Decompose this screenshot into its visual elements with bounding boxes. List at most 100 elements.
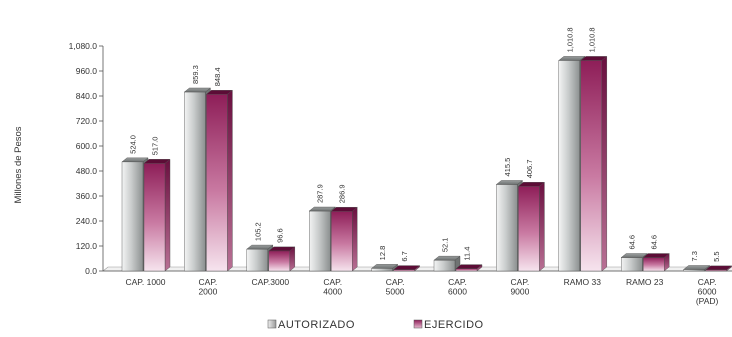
bar-ejercido [455,268,478,272]
category-label-line: RAMO 33 [564,277,602,287]
data-label-ejercido: 6.7 [400,251,409,261]
legend-label-ejercido: EJERCIDO [424,319,484,331]
category-label-line: CAP. [511,277,530,287]
category-label-line: 6000 [698,287,717,297]
bar-top-ejercido [393,265,421,270]
bar-top-autorizado [183,87,211,93]
legend-label-autorizado: AUTORIZADO [278,319,355,331]
category-label: CAP. 1000 [125,277,165,287]
category-label-line: CAP. 1000 [125,277,165,287]
category-label: CAP. 6000 [448,277,467,297]
data-label-ejercido: 11.4 [463,247,472,261]
category-label-line: CAP. [323,277,342,287]
category-label-line: (PAD) [696,296,719,306]
category-label-line: 2000 [198,287,217,297]
bar-top-ejercido [268,246,296,252]
bar-ejercido [518,186,540,272]
bar-autorizado [371,268,393,272]
data-label-ejercido: 286.9 [338,184,347,203]
bar-ejercido [393,269,415,272]
legend-swatch-autorizado [267,319,277,329]
bar-top-autorizado [308,206,336,212]
category-label: CAP. 9000 [510,277,529,297]
data-label-ejercido: 517.0 [151,137,160,156]
data-label-autorizado: 12.8 [378,246,387,261]
data-label-ejercido: 96.6 [275,228,284,243]
bar-ejercido [331,211,353,272]
bar-side-ejercido [352,206,358,272]
category-label-line: CAP. [386,277,405,287]
y-tick-label: 840.0 [76,91,98,101]
bar-top-autorizado [246,244,274,250]
data-label-autorizado: 52.1 [441,238,450,253]
bar-top-ejercido [330,207,358,212]
bar-autorizado [558,60,580,272]
category-label-line: CAP.3000 [251,277,289,287]
category-label-line: RAMO 23 [626,277,664,287]
bar-ejercido [643,257,665,272]
bar-ejercido [206,94,228,272]
data-label-autorizado: 415.5 [503,158,512,177]
data-labels: 524.0 517.0 859.3 848.4 105.2 96.6 287.9 286.9 1… [129,27,722,261]
data-label-autorizado: 7.3 [690,251,699,261]
y-axis: 0.0 120.0 240.0 360.0 480.0 600.0 720.0 840.0 96… [69,41,104,276]
bar-top-ejercido [143,159,171,164]
bar-top-autorizado [558,56,586,61]
bar-autorizado [184,91,206,272]
y-tick-label: 120.0 [76,241,98,251]
data-label-ejercido: 5.5 [712,251,721,261]
data-label-ejercido: 406.7 [525,159,534,178]
category-label-line: 4000 [323,287,342,297]
bar-ejercido [143,163,166,272]
bar-series [121,56,732,272]
data-label-autorizado: 1,010.8 [565,27,574,52]
category-label-line: 9000 [510,287,529,297]
bar-top-autorizado [371,264,399,269]
category-label-line: 6000 [448,287,467,297]
bar-top-autorizado [683,265,711,270]
category-label: CAP. 6000 (PAD) [696,277,719,306]
category-label: RAMO 33 [564,277,602,287]
y-tick-label: 960.0 [76,66,98,76]
y-tick-label: 240.0 [76,216,98,226]
y-tick-label: 0.0 [85,266,97,276]
category-label-line: CAP. [199,277,218,287]
category-label-line: 5000 [386,287,405,297]
bar-top-ejercido [580,56,608,61]
category-label-line: CAP. [698,277,717,287]
bar-ejercido [580,60,602,272]
data-label-ejercido: 64.6 [650,235,659,250]
y-tick-label: 480.0 [76,166,98,176]
y-axis-title: Millones de Pesos [13,126,24,203]
data-label-autorizado: 524.0 [129,135,138,154]
bar-top-ejercido [642,253,670,258]
category-label: CAP. 5000 [386,277,405,297]
bar-autorizado [121,161,144,272]
bar-top-autorizado [433,255,461,261]
category-label: CAP. 2000 [198,277,217,297]
bar-side-ejercido [601,56,607,272]
data-label-autorizado: 105.2 [253,222,262,241]
data-label-ejercido: 848.4 [213,67,222,86]
bar-side-ejercido [227,89,233,272]
bar-autorizado [433,259,456,272]
legend-swatch-ejercido [413,319,423,329]
bar-side-ejercido [164,158,171,272]
bar-top-autorizado [121,157,149,163]
category-label: CAP.3000 [251,277,289,287]
bar-ejercido [268,250,290,272]
legend: AUTORIZADO EJERCIDO [267,319,484,331]
data-label-autorizado: 859.3 [191,65,200,84]
bar-autorizado [683,269,705,272]
bar-top-autorizado [495,180,523,185]
bar-top-ejercido [517,182,545,187]
bar-autorizado [621,257,643,272]
category-label: RAMO 23 [626,277,664,287]
bar-autorizado [246,248,269,272]
data-label-autorizado: 287.9 [316,184,325,203]
category-label-line: CAP. [448,277,467,287]
data-label-ejercido: 1,010.8 [587,27,596,52]
